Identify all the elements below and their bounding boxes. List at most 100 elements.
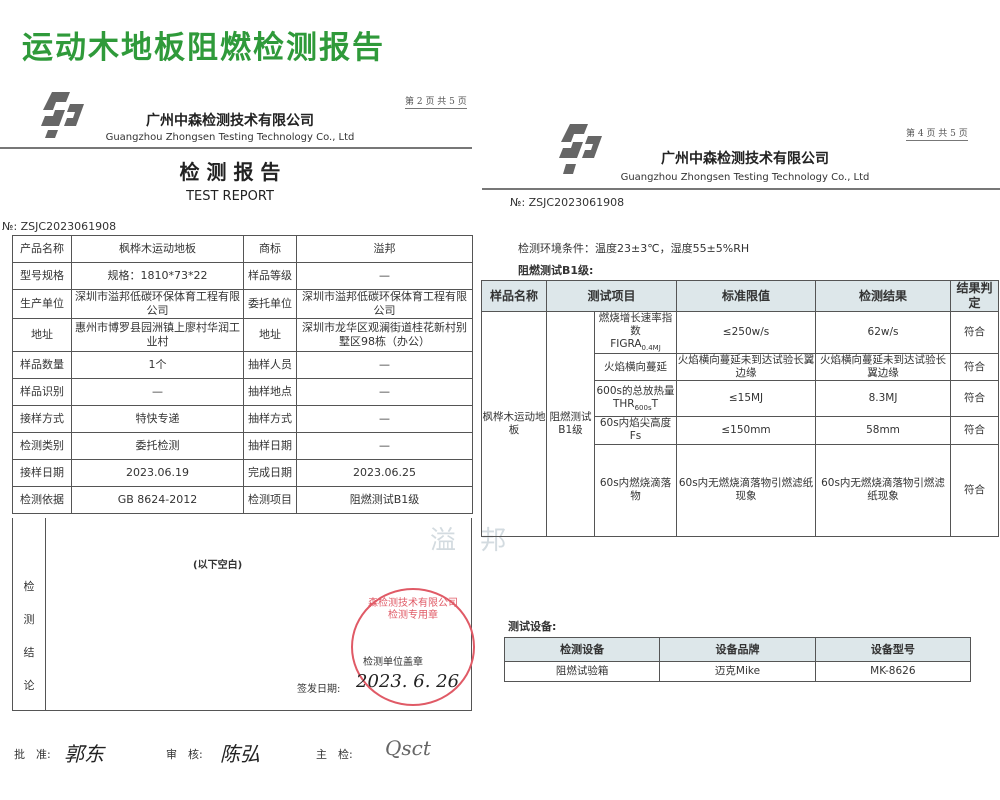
company-logo-icon	[559, 124, 602, 174]
field-label: 样品数量	[12, 350, 72, 379]
table-row: 型号规格 规格：1810*73*22 样品等级 —	[12, 262, 473, 290]
test-item-name: 60s内燃烧滴落物	[599, 476, 672, 503]
test-item: 60s内焰尖高度Fs	[593, 416, 678, 445]
divider	[0, 147, 472, 149]
conclusion-box: 检测结论 (以下空白) 森检测技术有限公司 检测专用章 检测单位盖章 签发日期:…	[12, 518, 475, 711]
column-header: 设备型号	[814, 637, 972, 662]
field-value: 深圳市溢邦低碳环保体育工程有限公司	[71, 289, 244, 319]
field-value: 规格：1810*73*22	[71, 262, 244, 290]
page-title: 运动木地板阻燃检测报告	[22, 30, 385, 66]
company-name-en: Guangzhou Zhongsen Testing Technology Co…	[620, 172, 870, 183]
report-number: №: ZSJC2023061908	[2, 220, 117, 233]
column-header: 结果判定	[950, 280, 1000, 312]
table-row: 接样方式 特快专递 抽样方式 —	[12, 404, 473, 433]
field-value: 委托检测	[71, 431, 244, 460]
field-value: —	[296, 350, 473, 379]
result-cell: 8.3MJ	[815, 380, 952, 418]
symbol: FIGRA	[610, 338, 642, 351]
field-label: 样品等级	[243, 262, 297, 290]
table-row: 阻燃试验箱 迈克Mike MK-8626	[503, 661, 972, 682]
issue-date-label: 签发日期:	[297, 684, 341, 695]
conclusion-label-char: 测	[23, 613, 35, 626]
table-row: 600s的总放热量 THR600sT ≤15MJ 8.3MJ 符合	[482, 380, 1000, 418]
field-value: 1个	[71, 350, 244, 379]
b1-test-results-table: 样品名称 测试项目 标准限值 检测结果 结果判定 枫桦木运动地板 阻燃测试B1级 燃烧增长速…	[481, 280, 1000, 537]
limit-cell: 60s内无燃烧滴落物引燃滤纸现象	[676, 443, 817, 537]
approve-signature: 郭东	[64, 742, 104, 766]
test-item-name: 燃烧增长速率指数	[598, 312, 673, 338]
field-value: —	[296, 262, 473, 290]
conclusion-label-char: 检	[23, 580, 35, 593]
limit-cell: ≤15MJ	[676, 380, 817, 418]
verdict-cell: 符合	[950, 380, 1000, 418]
field-value: —	[296, 404, 473, 433]
field-value: —	[296, 377, 473, 406]
test-item: 火焰横向蔓延	[593, 353, 678, 382]
inspect-label: 主 检:	[316, 748, 353, 761]
divider	[482, 188, 1000, 190]
field-label: 抽样日期	[243, 431, 297, 460]
report-number: №: ZSJC2023061908	[510, 196, 625, 209]
field-value: 2023.06.19	[71, 458, 244, 487]
field-value: 惠州市博罗县园洲镇上廖村华润工业村	[71, 317, 244, 352]
test-item: 燃烧增长速率指数 FIGRA0.4MJ	[593, 310, 678, 355]
page-indicator: 第 4 页 共 5 页	[906, 126, 968, 141]
result-cell: 火焰横向蔓延未到达试验长翼边缘	[815, 353, 952, 382]
review-signature: 陈弘	[220, 742, 260, 766]
field-label: 生产单位	[12, 289, 72, 319]
symbol-tail: T	[651, 397, 659, 410]
equipment-cell: 阻燃试验箱	[503, 661, 661, 682]
verdict-cell: 符合	[950, 310, 1000, 355]
sample-name: 枫桦木运动地板	[481, 311, 547, 537]
field-label: 接样日期	[12, 458, 72, 487]
table-row: 60s内燃烧滴落物 60s内无燃烧滴落物引燃滤纸现象 60s内无燃烧滴落物引燃滤纸现…	[482, 443, 1000, 537]
field-label: 产品名称	[12, 235, 72, 263]
company-name-cn: 广州中森检测技术有限公司	[661, 151, 829, 167]
result-cell: 60s内无燃烧滴落物引燃滤纸现象	[815, 443, 952, 537]
review-label: 审 核:	[166, 748, 203, 761]
equipment-title: 测试设备:	[508, 620, 557, 633]
table-row: 接样日期 2023.06.19 完成日期 2023.06.25	[12, 458, 473, 487]
field-label: 地址	[12, 317, 72, 352]
table-row: 样品数量 1个 抽样人员 —	[12, 350, 473, 379]
field-value: 枫桦木运动地板	[71, 235, 244, 263]
field-value: 特快专递	[71, 404, 244, 433]
equipment-table: 检测设备 设备品牌 设备型号 阻燃试验箱 迈克Mike MK-8626	[503, 637, 972, 682]
result-cell: 58mm	[815, 416, 952, 445]
page-indicator: 第 2 页 共 5 页	[405, 94, 467, 109]
blank-note: (以下空白)	[193, 560, 243, 571]
company-name-cn: 广州中森检测技术有限公司	[146, 113, 314, 129]
company-name-en: Guangzhou Zhongsen Testing Technology Co…	[105, 132, 355, 143]
conclusion-label-char: 论	[23, 679, 35, 692]
verdict-cell: 符合	[950, 443, 1000, 537]
table-row: 地址 惠州市博罗县园洲镇上廖村华润工业村 地址 深圳市龙华区观澜街道桂花新村别墅区98…	[12, 317, 473, 352]
symbol-subscript: 600s	[634, 404, 652, 413]
field-label: 委托单位	[243, 289, 297, 319]
table-row: 枫桦木运动地板 阻燃测试B1级 燃烧增长速率指数 FIGRA0.4MJ ≤250w/s 6…	[481, 310, 1000, 537]
field-label: 抽样方式	[243, 404, 297, 433]
field-value: 2023.06.25	[296, 458, 473, 487]
field-label: 检测项目	[243, 485, 297, 514]
field-value: —	[71, 377, 244, 406]
conclusion-label-char: 结	[23, 646, 35, 659]
field-label: 样品识别	[12, 377, 72, 406]
table-row: 检测类别 委托检测 抽样日期 —	[12, 431, 473, 460]
field-label: 接样方式	[12, 404, 72, 433]
table-row: 火焰横向蔓延 火焰横向蔓延未到达试验长翼边缘 火焰横向蔓延未到达试验长翼边缘 符合	[482, 353, 1000, 382]
official-seal: 森检测技术有限公司 检测专用章	[351, 588, 475, 706]
field-label: 抽样地点	[243, 377, 297, 406]
doc-title-cn: 检 测 报 告	[179, 160, 281, 184]
limit-cell: ≤150mm	[676, 416, 817, 445]
company-logo-icon	[41, 92, 84, 138]
column-header: 标准限值	[676, 280, 817, 312]
test-item-name: 火焰横向蔓延	[604, 360, 667, 373]
test-item-name: 600s的总放热量	[596, 384, 675, 397]
table-row: 产品名称 枫桦木运动地板 商标 溢邦	[12, 235, 473, 263]
inspect-signature: Qsct	[385, 736, 431, 760]
seal-label: 检测单位盖章	[363, 657, 423, 668]
field-label: 商标	[243, 235, 297, 263]
result-cell: 62w/s	[815, 310, 952, 355]
column-header: 检测结果	[815, 280, 952, 312]
stamp-text: 森检测技术有限公司 检测专用章	[368, 598, 458, 621]
test-item-name: 60s内焰尖高度Fs	[599, 417, 672, 443]
